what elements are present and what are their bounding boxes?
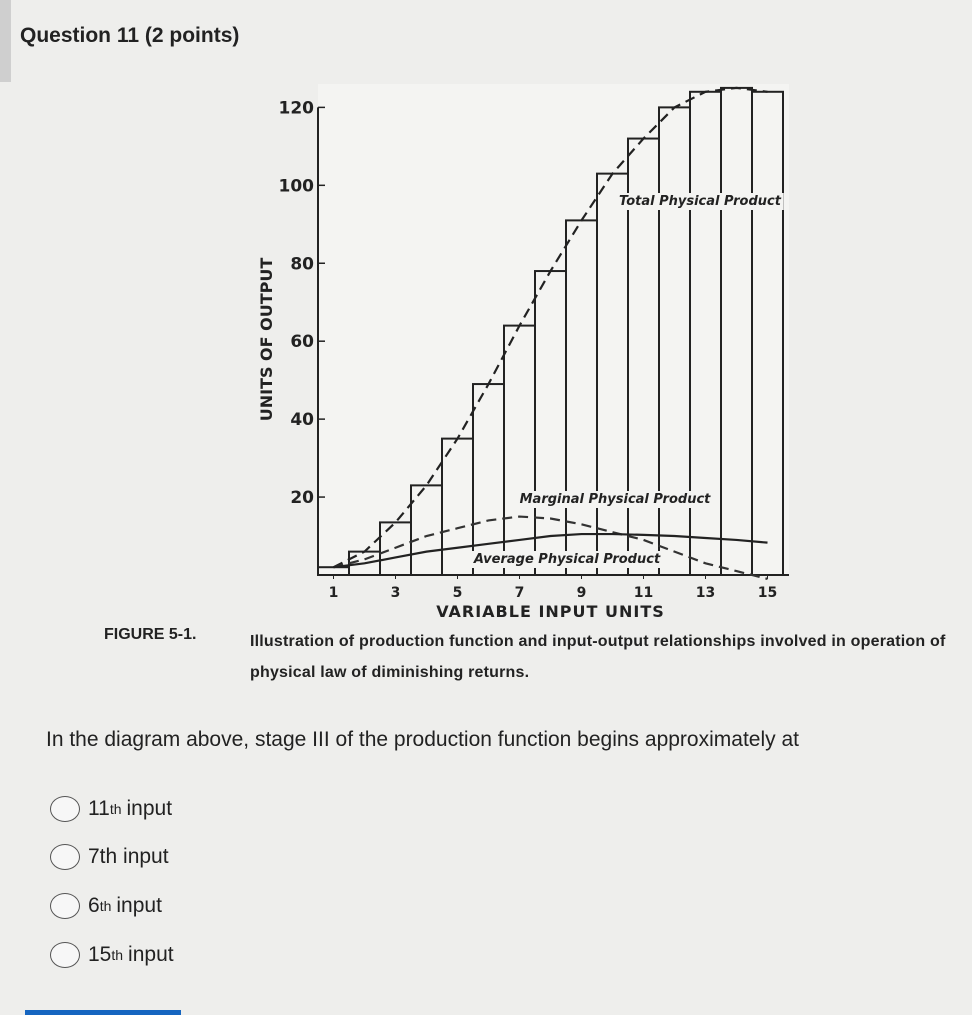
x-tick-label: 3 (391, 585, 401, 601)
figure-caption: Illustration of production function and … (250, 633, 946, 681)
x-tick-label: 11 (634, 585, 653, 601)
series-label-bg (517, 491, 714, 508)
figure-label: FIGURE 5-1. (104, 626, 197, 643)
y-tick-label: 120 (279, 98, 315, 118)
radio-button[interactable] (50, 893, 80, 919)
series-label-bg (617, 193, 784, 210)
x-tick-label: 1 (329, 585, 339, 601)
series-line (333, 532, 768, 569)
x-tick-label: 15 (758, 585, 777, 601)
scroll-bar (25, 1010, 181, 1015)
side-strip (0, 0, 11, 82)
x-tick-label: 7 (515, 585, 525, 601)
series-label: Total Physical Product (619, 194, 782, 209)
x-tick-label: 13 (696, 585, 715, 601)
option-suffix: th (109, 801, 122, 817)
series-label: Average Physical Product (473, 552, 661, 567)
question-prompt: In the diagram above, stage III of the p… (46, 728, 799, 751)
option-suffix: th (99, 898, 112, 914)
y-tick-label: 40 (290, 410, 314, 430)
radio-button[interactable] (50, 844, 80, 870)
y-tick-label: 100 (279, 176, 315, 196)
series-line (333, 86, 768, 569)
option-text: input (126, 797, 173, 820)
x-tick-label: 9 (577, 585, 587, 601)
series-line (333, 515, 768, 580)
series-label-bg (470, 551, 663, 568)
x-tick-label: 5 (453, 585, 463, 601)
option-number: 15 (88, 943, 112, 966)
radio-button[interactable] (50, 796, 80, 822)
option-text: input (128, 943, 174, 966)
radio-button[interactable] (50, 942, 80, 968)
question-header: Question 11 (2 points) (20, 24, 240, 47)
option-text: input (116, 894, 162, 917)
series-label: Marginal Physical Product (520, 492, 712, 507)
y-axis-label: UNITS OF OUTPUT (257, 258, 276, 422)
y-tick-label: 20 (290, 488, 314, 508)
option-number: 11 (88, 797, 110, 820)
y-tick-label: 80 (290, 254, 314, 274)
option-suffix: th (111, 947, 124, 963)
y-tick-label: 60 (290, 332, 314, 352)
option-text: 7th input (88, 845, 169, 868)
option-number: 6 (88, 894, 100, 917)
x-axis-label: VARIABLE INPUT UNITS (436, 602, 665, 621)
option[interactable]: 7th input (50, 841, 169, 873)
